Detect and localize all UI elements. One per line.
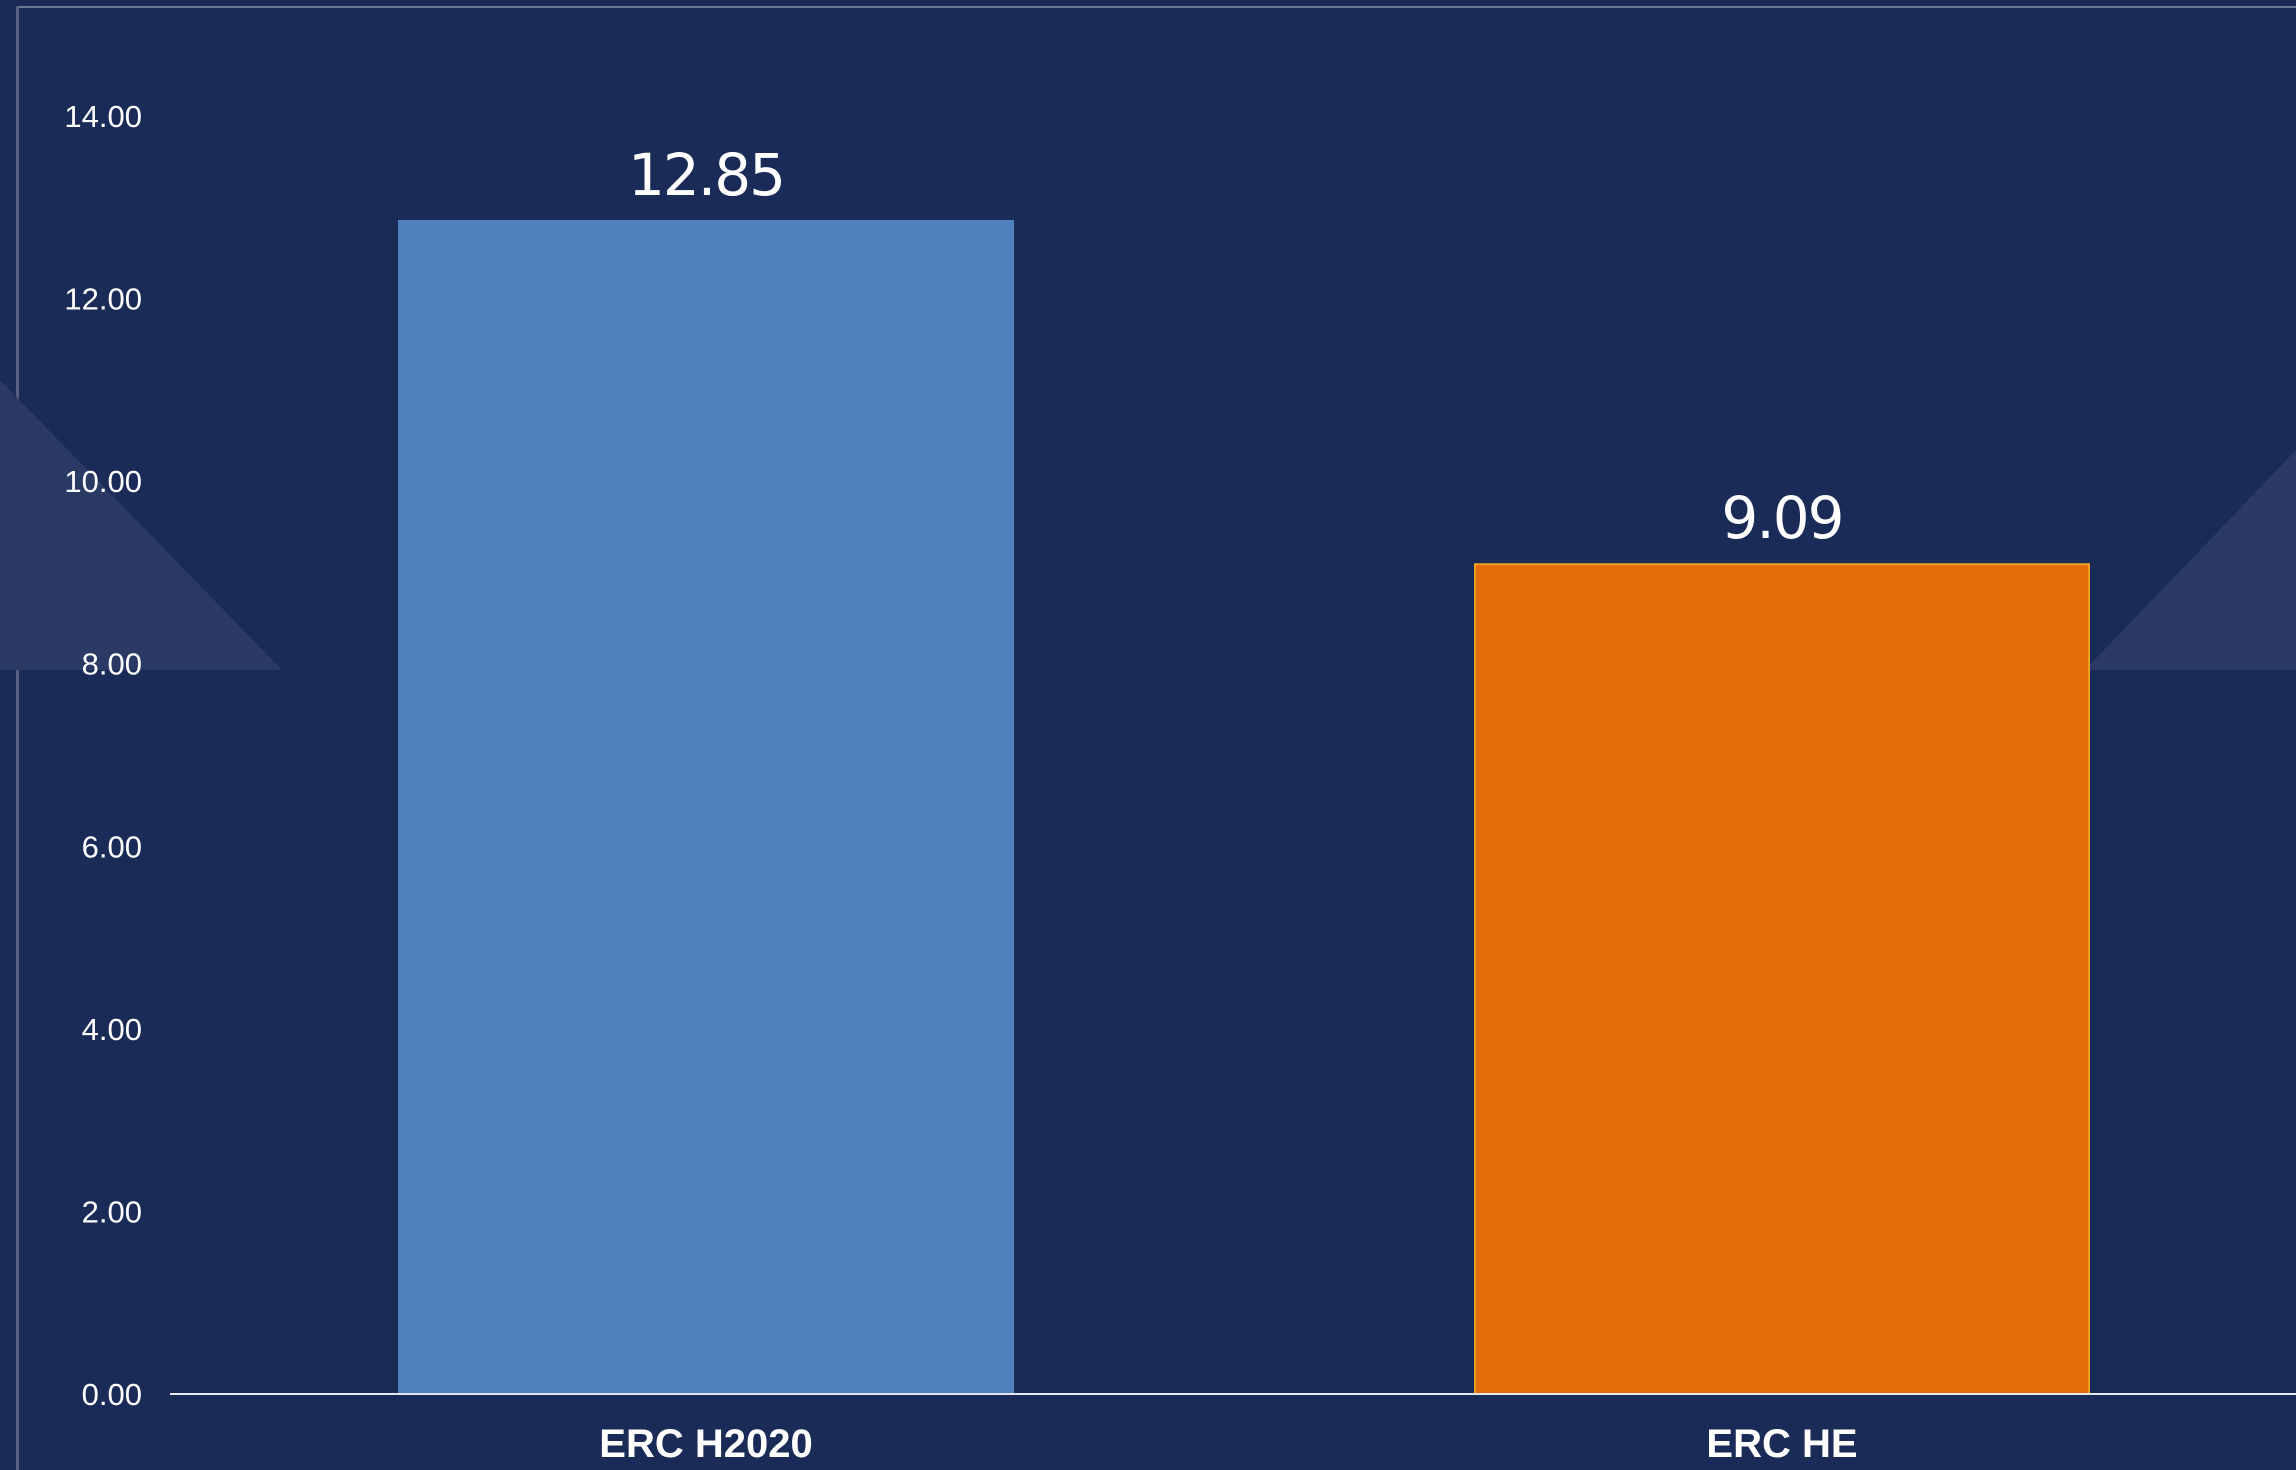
y-tick-label: 4.00 (82, 1012, 142, 1047)
y-tick-label: 12.00 (64, 282, 142, 317)
y-axis-ticks: 0.00 2.00 4.00 6.00 8.00 10.00 12.00 14.00 (64, 99, 142, 1412)
y-tick-label: 6.00 (82, 829, 142, 864)
y-tick-label: 2.00 (82, 1194, 142, 1229)
x-axis-categories: ERC H2020 ERC HE (599, 1422, 1857, 1466)
y-tick-label: 8.00 (82, 647, 142, 682)
x-category-label: ERC H2020 (599, 1422, 812, 1466)
bar (1474, 563, 2090, 1395)
y-tick-label: 0.00 (82, 1377, 142, 1412)
bars (398, 219, 2090, 1396)
bar-value-label: 12.85 (628, 141, 784, 209)
left-border-line (16, 6, 19, 1470)
right-triangle-decoration (2085, 450, 2296, 670)
x-category-label: ERC HE (1706, 1422, 1857, 1466)
y-tick-label: 10.00 (64, 464, 142, 499)
left-triangle-decoration (0, 380, 282, 670)
data-labels: 12.85 9.09 (628, 141, 1845, 552)
top-border-line (16, 6, 2296, 8)
bar-value-label: 9.09 (1721, 484, 1842, 552)
background-decoration (0, 6, 2296, 1470)
y-tick-label: 14.00 (64, 99, 142, 134)
bar (398, 219, 1014, 1396)
